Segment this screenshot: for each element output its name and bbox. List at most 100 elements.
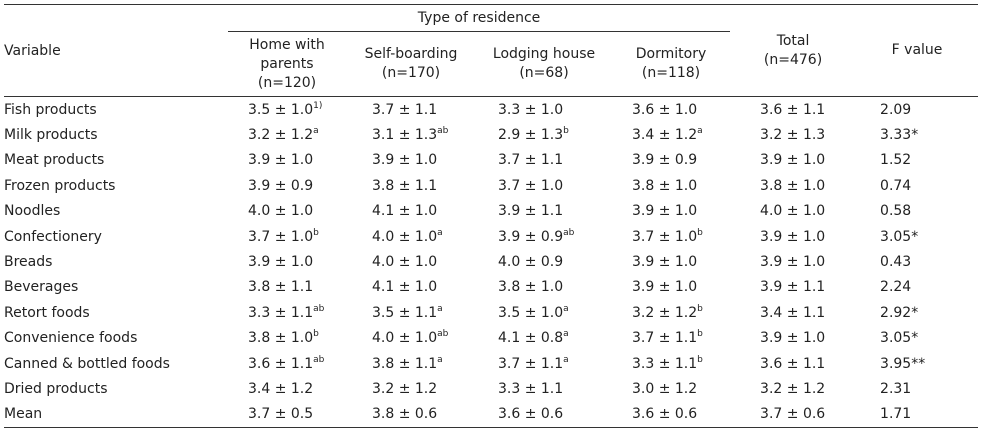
cell-home-superscript: ab [313, 303, 325, 314]
cell-self-value: 4.1 ± 1.0 [372, 203, 438, 220]
cell-home-value: 3.9 ± 0.9 [248, 177, 314, 194]
cell-f-value: 2.24 [880, 279, 912, 296]
header-f-value: F value [856, 4, 979, 97]
cell-home-superscript: ab [313, 354, 325, 365]
header-total-line-1: Total [776, 32, 810, 49]
cell-home-superscript: 1) [313, 100, 323, 111]
cell-f-value: 2.92* [880, 304, 919, 321]
cell-lodge-value: 3.7 ± 1.1 [498, 355, 564, 372]
cell-home: 3.5 ± 1.01) [228, 97, 346, 123]
cell-lodge-value: 3.6 ± 0.6 [498, 406, 564, 423]
cell-lodge-value: 2.9 ± 1.3 [498, 127, 564, 144]
table-row: Meat products 3.9 ± 1.0 3.9 ± 1.0 3.7 ± 1.1… [4, 148, 978, 173]
cell-self: 3.2 ± 1.2 [346, 376, 476, 401]
cell-lodge: 3.8 ± 1.0 [476, 275, 612, 300]
cell-self-superscript: a [437, 227, 443, 238]
cell-dorm-value: 3.9 ± 1.0 [632, 254, 698, 271]
cell-f-value: 1.71 [856, 401, 979, 429]
cell-home: 3.7 ± 0.5 [228, 401, 346, 429]
cell-lodge-value: 3.9 ± 0.9 [498, 228, 564, 245]
cell-lodge-value: 3.7 ± 1.0 [498, 177, 564, 194]
cell-f-value: 2.31 [880, 380, 912, 397]
cell-home: 3.9 ± 1.0 [228, 148, 346, 173]
cell-total: 4.0 ± 1.0 [760, 203, 826, 220]
cell-total: 3.9 ± 1.0 [760, 254, 826, 271]
cell-home: 3.2 ± 1.2a [228, 122, 346, 147]
cell-total: 3.9 ± 1.0 [760, 152, 826, 169]
table-row: Milk products 3.2 ± 1.2a 3.1 ± 1.3ab 2.9 ± … [4, 122, 978, 147]
cell-self: 3.5 ± 1.1a [346, 300, 476, 325]
cell-home-value: 3.7 ± 0.5 [248, 406, 314, 423]
cell-home: 3.7 ± 1.0b [228, 224, 346, 249]
cell-self: 4.0 ± 1.0ab [346, 326, 476, 351]
cell-home-superscript: b [313, 329, 319, 340]
header-home-line-1: Home with [249, 36, 325, 53]
cell-lodge-superscript: b [563, 126, 569, 137]
cell-lodge-value: 4.0 ± 0.9 [498, 254, 564, 271]
cell-self-value: 3.5 ± 1.1 [372, 304, 438, 321]
row-label: Confectionery [4, 228, 102, 245]
cell-self-superscript: ab [437, 329, 449, 340]
cell-f-value: 1.52 [880, 152, 912, 169]
cell-lodge: 3.6 ± 0.6 [476, 401, 612, 429]
cell-home-value: 3.8 ± 1.0 [248, 330, 314, 347]
table-row: Noodles 4.0 ± 1.0 4.1 ± 1.0 3.9 ± 1.1 3.9 ± … [4, 199, 978, 224]
cell-dorm: 3.0 ± 1.2 [612, 376, 730, 401]
cell-self-value: 3.7 ± 1.1 [372, 101, 438, 118]
header-dormitory: Dormitory (n=118) [612, 31, 731, 97]
header-variable: Variable [4, 4, 228, 97]
table-row: Beverages 3.8 ± 1.1 4.1 ± 1.0 3.8 ± 1.0 3.9 … [4, 275, 978, 300]
cell-dorm-value: 3.9 ± 1.0 [632, 203, 698, 220]
table-row: Dried products 3.4 ± 1.2 3.2 ± 1.2 3.3 ± 1.… [4, 376, 978, 401]
cell-dorm-superscript: b [697, 303, 703, 314]
cell-home: 3.9 ± 1.0 [228, 249, 346, 274]
cell-lodge: 4.1 ± 0.8a [476, 326, 612, 351]
cell-dorm: 3.8 ± 1.0 [612, 173, 730, 198]
header-lodge-line-1: Lodging house [492, 46, 596, 62]
cell-lodge-superscript: a [563, 329, 569, 340]
row-label: Meat products [4, 152, 105, 169]
row-label: Mean [4, 401, 228, 429]
cell-lodge: 3.9 ± 0.9ab [476, 224, 612, 249]
cell-home-value: 3.4 ± 1.2 [248, 380, 314, 397]
table-row: Breads 3.9 ± 1.0 4.0 ± 1.0 4.0 ± 0.9 3.9 ± 1… [4, 249, 978, 274]
cell-dorm-value: 3.6 ± 1.0 [632, 101, 698, 118]
cell-f-value: 3.05* [880, 330, 919, 347]
cell-home: 3.8 ± 1.1 [228, 275, 346, 300]
cell-self: 3.8 ± 1.1a [346, 351, 476, 376]
cell-lodge: 3.3 ± 1.0 [476, 97, 612, 123]
row-label: Canned & bottled foods [4, 355, 170, 372]
header-lodging-house: Lodging house (n=68) [476, 31, 612, 97]
cell-self: 3.7 ± 1.1 [346, 97, 476, 123]
cell-f-value: 2.09 [880, 101, 912, 118]
row-label: Beverages [4, 279, 79, 296]
cell-lodge: 3.9 ± 1.1 [476, 199, 612, 224]
table-row: Canned & bottled foods 3.6 ± 1.1ab 3.8 ± 1… [4, 351, 978, 376]
cell-lodge-value: 3.5 ± 1.0 [498, 304, 564, 321]
cell-lodge-value: 3.3 ± 1.1 [498, 380, 564, 397]
cell-home-value: 3.6 ± 1.1 [248, 355, 314, 372]
cell-dorm-value: 3.4 ± 1.2 [632, 127, 698, 144]
cell-f-value: 3.05* [880, 228, 919, 245]
cell-self: 3.9 ± 1.0 [346, 148, 476, 173]
header-row-1: Variable Type of residence Total (n=476)… [4, 4, 979, 97]
table-row: Convenience foods 3.8 ± 1.0b 4.0 ± 1.0ab 4.… [4, 326, 978, 351]
cell-dorm-value: 3.7 ± 1.0 [632, 228, 698, 245]
cell-total: 3.8 ± 1.0 [760, 177, 826, 194]
cell-lodge-superscript: a [563, 354, 569, 365]
row-label: Frozen products [4, 177, 116, 194]
cell-lodge: 3.5 ± 1.0a [476, 300, 612, 325]
cell-self: 3.8 ± 0.6 [346, 401, 476, 429]
cell-home: 3.6 ± 1.1ab [228, 351, 346, 376]
table-row: Fish products 3.5 ± 1.01) 3.7 ± 1.1 3.3 ± 1… [4, 97, 978, 123]
cell-lodge-value: 3.8 ± 1.0 [498, 279, 564, 296]
cell-f-value: 0.74 [880, 177, 912, 194]
table-body: Fish products 3.5 ± 1.01) 3.7 ± 1.1 3.3 ± 1… [4, 97, 979, 429]
cell-home-value: 3.9 ± 1.0 [248, 254, 314, 271]
cell-home: 4.0 ± 1.0 [228, 199, 346, 224]
cell-home-value: 3.7 ± 1.0 [248, 228, 314, 245]
cell-lodge: 3.7 ± 1.1 [476, 148, 612, 173]
cell-home-value: 3.9 ± 1.0 [248, 152, 314, 169]
row-label: Fish products [4, 101, 97, 118]
